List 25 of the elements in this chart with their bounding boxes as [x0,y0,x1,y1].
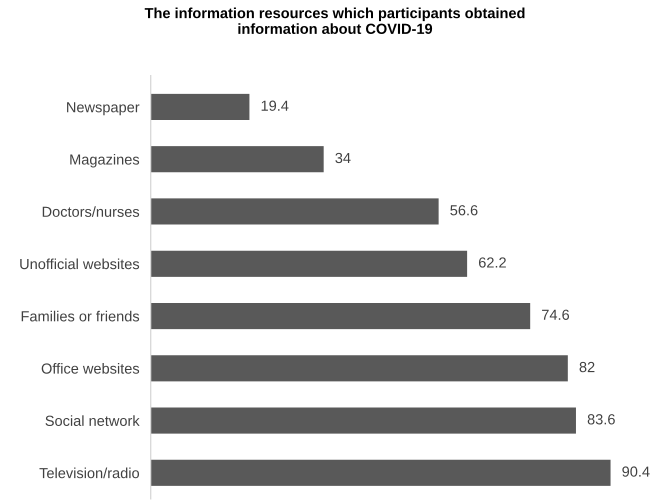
y-tick-label: Doctors/nurses [42,206,140,217]
data-label: 62.2 [478,257,506,268]
data-label: 90.4 [622,466,650,477]
data-label: 74.6 [542,310,570,320]
bar [150,355,568,382]
bar [150,146,324,172]
y-tick-label: Newspaper [67,102,140,116]
bar [150,250,468,277]
bar [150,407,576,434]
bar [150,302,530,330]
y-tick-label: Social network [45,415,140,426]
y-tick-label: Television/radio [39,468,140,478]
bar [150,198,439,225]
data-label: 19.4 [262,100,288,111]
y-tick-label: Unofficial websites [20,258,140,270]
y-tick-label: Office websites [42,363,140,374]
data-label: 82 [580,362,594,372]
y-tick-label: Families or friends [22,310,140,322]
data-label: 34 [335,152,351,164]
bar [150,94,250,120]
y-tick-label: Magazines [70,154,140,168]
data-label: 83.6 [588,414,615,424]
chart-title: The information resources which participants obtained information about COVID-19 [144,8,524,34]
bar [150,460,611,486]
data-label: 56.6 [450,205,478,216]
